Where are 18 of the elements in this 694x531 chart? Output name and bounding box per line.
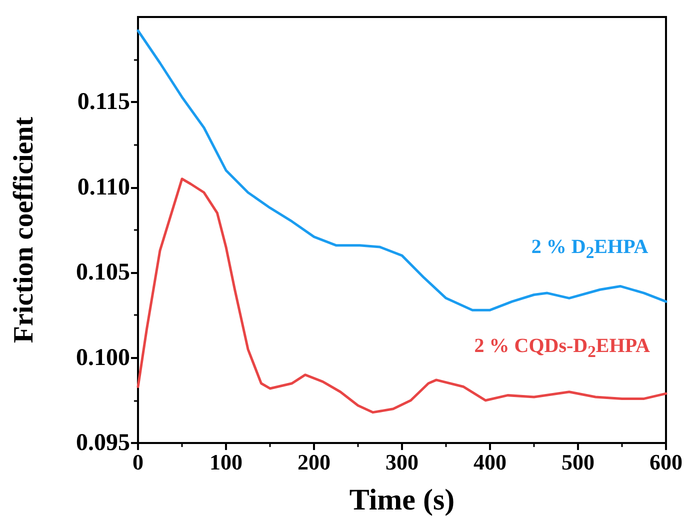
x-tick-label: 300: [386, 450, 418, 474]
y-tick-label: 0.115: [77, 89, 130, 116]
x-tick-label: 400: [474, 450, 506, 474]
y-tick-label: 0.110: [77, 174, 130, 200]
y-tick-label: 0.100: [76, 344, 130, 371]
x-tick-label: 200: [298, 450, 330, 474]
series-label: 2 % D$_{2}$EHPA: [531, 236, 648, 264]
line-series: [136, 29, 668, 312]
y-axis-title: Friction coefficient: [8, 116, 40, 344]
series-label: 2 % CQDs-D$_{2}$EHPA: [474, 334, 650, 362]
y-tick-label: 0.095: [76, 430, 130, 456]
y-tick-label: 0.105: [76, 260, 130, 286]
x-tick-label: 600: [650, 450, 682, 474]
x-axis-title: Time (s): [349, 484, 455, 516]
line-series: [136, 178, 668, 414]
x-tick-label: 500: [562, 450, 594, 474]
x-tick-label: 100: [210, 450, 242, 474]
x-tick-label: 0: [132, 450, 144, 474]
